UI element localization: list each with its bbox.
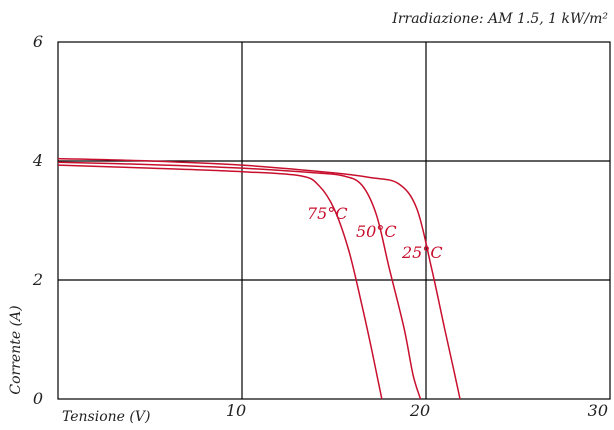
y-tick-label: 6 (33, 32, 43, 51)
series-labels: 25°C50°C 75°C (307, 204, 443, 262)
x-axis-label: Tensione (V) (62, 409, 150, 425)
y-tick-label: 4 (32, 151, 43, 170)
y-axis-label: Corrente (A) (8, 305, 24, 394)
series-label: 25°C (401, 243, 443, 262)
y-tick-label: 0 (33, 389, 43, 408)
x-tick-label: 20 (409, 401, 430, 420)
plot-frame (57, 41, 611, 400)
x-tick-label: 30 (588, 401, 608, 420)
tick-labels: 0 2 4 6 10 20 30 (32, 32, 608, 420)
irradiance-annotation: Irradiazione: AM 1.5, 1 kW/m² (391, 11, 608, 27)
series-curve (57, 157, 461, 400)
x-tick-label: 10 (226, 401, 246, 420)
series-label: 75°C (307, 204, 348, 223)
series-curves (57, 157, 461, 400)
series-label: 50°C (356, 222, 397, 241)
series-curve (57, 161, 422, 400)
series-curve (57, 164, 383, 400)
y-tick-label: 2 (32, 270, 43, 289)
